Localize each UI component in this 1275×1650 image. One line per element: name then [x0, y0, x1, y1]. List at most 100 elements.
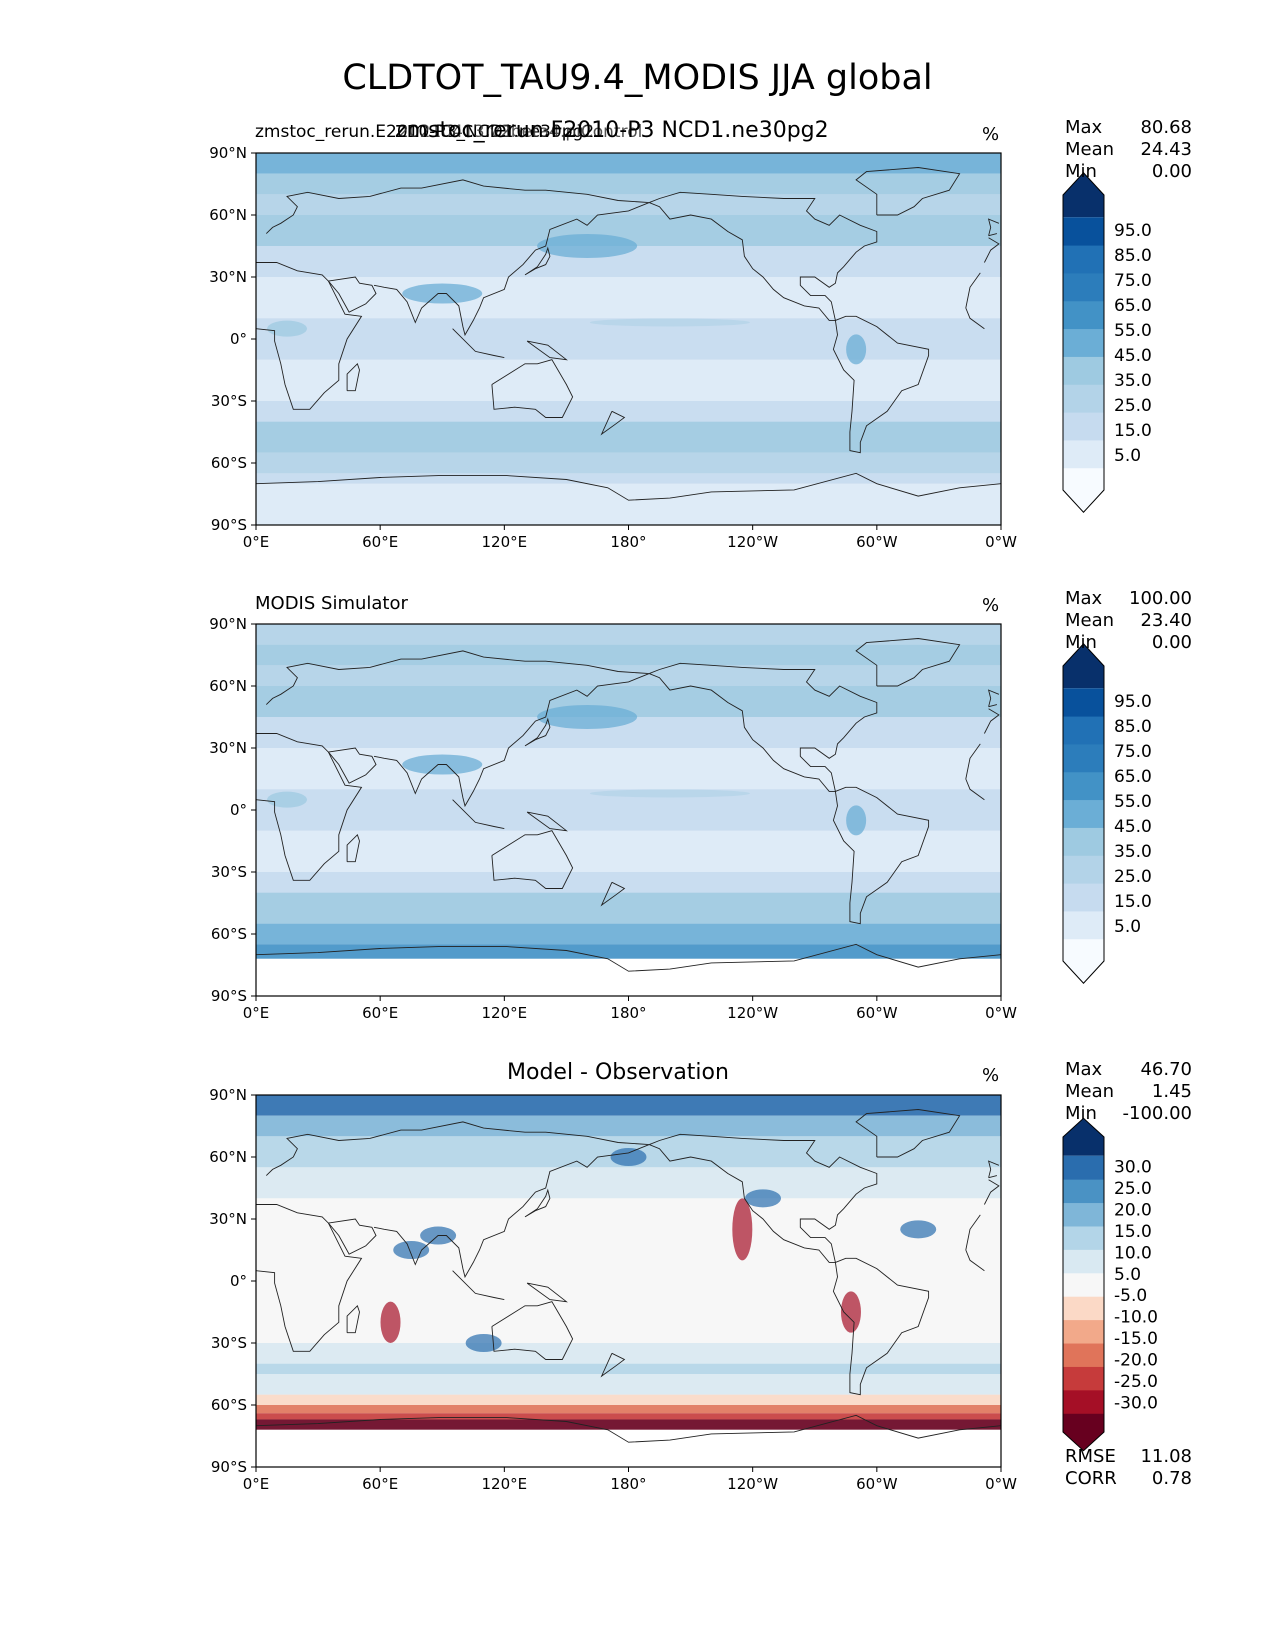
field-feature [267, 320, 308, 337]
colorbar-segment [1063, 771, 1104, 801]
coastline [987, 1160, 1000, 1179]
colorbar-tick-label: 25.0 [1114, 1179, 1152, 1199]
lat-tick-label: 30°S [211, 1334, 247, 1352]
field-band [256, 665, 1001, 686]
colorbar-tick-label: -20.0 [1114, 1351, 1158, 1371]
colorbar-tick-label: 95.0 [1114, 692, 1152, 712]
field-band [256, 473, 1001, 484]
panel-3-stat-min: -100.00 [1122, 1103, 1192, 1124]
coastline [524, 1188, 551, 1218]
coastline [346, 362, 360, 392]
panel-2-stat-mean: 23.40 [1140, 610, 1192, 631]
lon-tick-label: 120°E [482, 1475, 528, 1493]
coastline [526, 811, 568, 832]
colorbar-segment [1063, 1296, 1104, 1321]
colorbar-segment [1063, 1179, 1104, 1204]
lon-tick-label: 60°E [362, 1004, 398, 1022]
colorbar-tick-label: 95.0 [1114, 221, 1152, 241]
lon-tick-label: 60°W [856, 1475, 898, 1493]
coastline [255, 733, 985, 881]
panel-2-stat-min-label: Min [1065, 632, 1097, 653]
coastline [600, 1352, 626, 1378]
coastline [832, 315, 930, 454]
lon-tick-label: 120°W [727, 1475, 778, 1493]
colorbar-segment [1063, 1249, 1104, 1274]
colorbar-segment [1063, 688, 1104, 717]
coastline [524, 717, 551, 747]
lon-tick-label: 0°E [243, 533, 270, 551]
colorbar-segment [1063, 384, 1104, 413]
field-feature [267, 791, 308, 808]
coastline [855, 167, 961, 216]
coastline [255, 472, 1002, 501]
lat-tick-label: 30°N [209, 739, 247, 757]
panel-1-units: % [982, 124, 1000, 145]
coastline [328, 747, 377, 784]
colorbar-segment [1063, 743, 1104, 773]
lon-tick-label: 60°W [856, 533, 898, 551]
anomaly-positive [610, 1148, 647, 1166]
anomaly-positive [745, 1189, 782, 1208]
coastline [491, 830, 574, 889]
lat-tick-label: 90°S [211, 1458, 247, 1476]
colorbar-tick-label: 65.0 [1114, 296, 1152, 316]
colorbar-segment [1063, 1389, 1104, 1414]
lat-tick-label: 60°S [211, 925, 247, 943]
panel-1-stat-max: 80.68 [1140, 117, 1192, 138]
lon-tick-label: 180° [610, 1004, 646, 1022]
colorbar-segment [1063, 1319, 1104, 1344]
field-band [256, 923, 1001, 945]
panel-3-stat-max: 46.70 [1140, 1059, 1192, 1080]
panel-1-left-title: zmstoc_rerun.E2010-P3_NCD1.ne30pg2 [255, 122, 595, 142]
colorbar-tick-label: 25.0 [1114, 396, 1152, 416]
coastline [987, 218, 1000, 237]
coastline [649, 1133, 878, 1263]
field-band [256, 1374, 1001, 1395]
lon-tick-label: 0°W [985, 1004, 1017, 1022]
panel-2-stat-mean-label: Mean [1065, 610, 1115, 631]
colorbar-segment [1063, 716, 1104, 745]
lon-tick-label: 0°W [985, 1475, 1017, 1493]
colorbar-tick-label: 5.0 [1114, 917, 1141, 937]
colorbar-segment [1063, 1343, 1104, 1367]
lon-tick-label: 120°E [482, 1004, 528, 1022]
panel-3-stat-mean: 1.45 [1151, 1081, 1192, 1102]
panel-1-stat-max-label: Max [1065, 117, 1103, 138]
colorbar-tick-label: 5.0 [1114, 1265, 1141, 1285]
field-band [256, 401, 1001, 422]
field-feature [846, 334, 867, 365]
colorbar-tick-label: -15.0 [1114, 1329, 1158, 1349]
colorbar-outline [1062, 171, 1105, 514]
colorbar-tick-label: 15.0 [1114, 421, 1152, 441]
colorbar-segment [1063, 1225, 1104, 1250]
field-band [256, 277, 1001, 319]
panel-3-stat-min-label: Min [1065, 1103, 1097, 1124]
colorbar-tick-label: 45.0 [1114, 817, 1152, 837]
coastline [832, 786, 930, 925]
coastline [265, 1121, 1000, 1279]
field-band [256, 1394, 1001, 1405]
coastline [328, 1218, 377, 1255]
colorbar-segment [1063, 1366, 1104, 1391]
panel-3-units: % [982, 1065, 1000, 1086]
field-band [256, 892, 1001, 924]
field-feature [589, 789, 750, 798]
lat-tick-label: 90°S [211, 987, 247, 1005]
panel-3-stat-corr: 0.78 [1151, 1468, 1192, 1489]
coastline [255, 1414, 1002, 1443]
field-band [256, 153, 1001, 174]
lon-tick-label: 180° [610, 1475, 646, 1493]
colorbar-tick-label: 15.0 [1114, 892, 1152, 912]
coastline [346, 833, 360, 863]
lat-tick-label: 30°N [209, 1210, 247, 1228]
lon-tick-label: 60°W [856, 1004, 898, 1022]
coastline [452, 328, 505, 359]
panel-2-stat-min: 0.00 [1151, 632, 1192, 653]
colorbar-segment [1063, 1202, 1104, 1227]
colorbar-tick-label: -30.0 [1114, 1394, 1158, 1414]
field-band [256, 359, 1001, 401]
lon-tick-label: 60°E [362, 1475, 398, 1493]
coastline [265, 179, 1000, 337]
colorbar-tick-label: 25.0 [1114, 867, 1152, 887]
